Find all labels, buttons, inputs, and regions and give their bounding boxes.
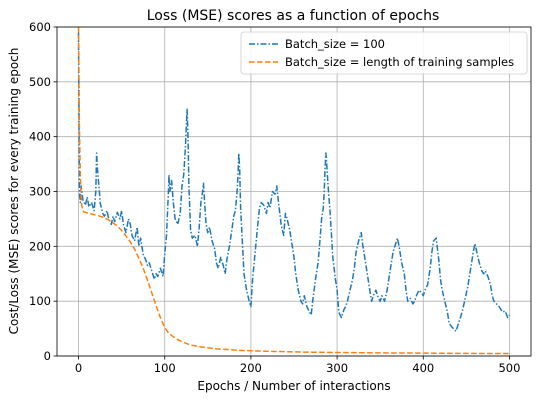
legend: Batch_size = 100 Batch_size = length of …: [240, 31, 528, 75]
y-axis-label: Cost/Loss (MSE) scores for every trainin…: [7, 48, 21, 335]
y-tick-label: 200: [29, 239, 51, 253]
x-tick-label: 100: [154, 361, 176, 375]
series-line-batch-100: [77, 32, 511, 333]
legend-box: [240, 31, 528, 75]
y-axis-ticks: 0 100 200 300 400 500 600: [29, 20, 57, 363]
x-tick-label: 400: [412, 361, 434, 375]
y-tick-label: 600: [29, 20, 51, 34]
x-axis-label: Epochs / Number of interactions: [197, 379, 390, 393]
x-axis-ticks: 0 100 200 300 400 500: [75, 356, 520, 375]
legend-label-batch-full: Batch_size = length of training samples: [285, 55, 514, 69]
x-tick-label: 0: [75, 361, 82, 375]
series-line-batch-full: [77, 27, 510, 355]
x-tick-label: 500: [498, 361, 520, 375]
plot-frame: [56, 26, 532, 357]
chart-title: Loss (MSE) scores as a function of epoch…: [147, 8, 440, 24]
grid-lines: [57, 26, 531, 357]
series-lines: [77, 27, 511, 355]
x-tick-label: 300: [326, 361, 348, 375]
x-tick-label: 200: [240, 361, 262, 375]
y-tick-label: 100: [29, 294, 51, 308]
y-tick-label: 0: [44, 349, 51, 363]
y-tick-label: 400: [29, 130, 51, 144]
legend-label-batch-100: Batch_size = 100: [285, 37, 385, 51]
y-tick-label: 300: [29, 185, 51, 199]
y-tick-label: 500: [29, 75, 51, 89]
